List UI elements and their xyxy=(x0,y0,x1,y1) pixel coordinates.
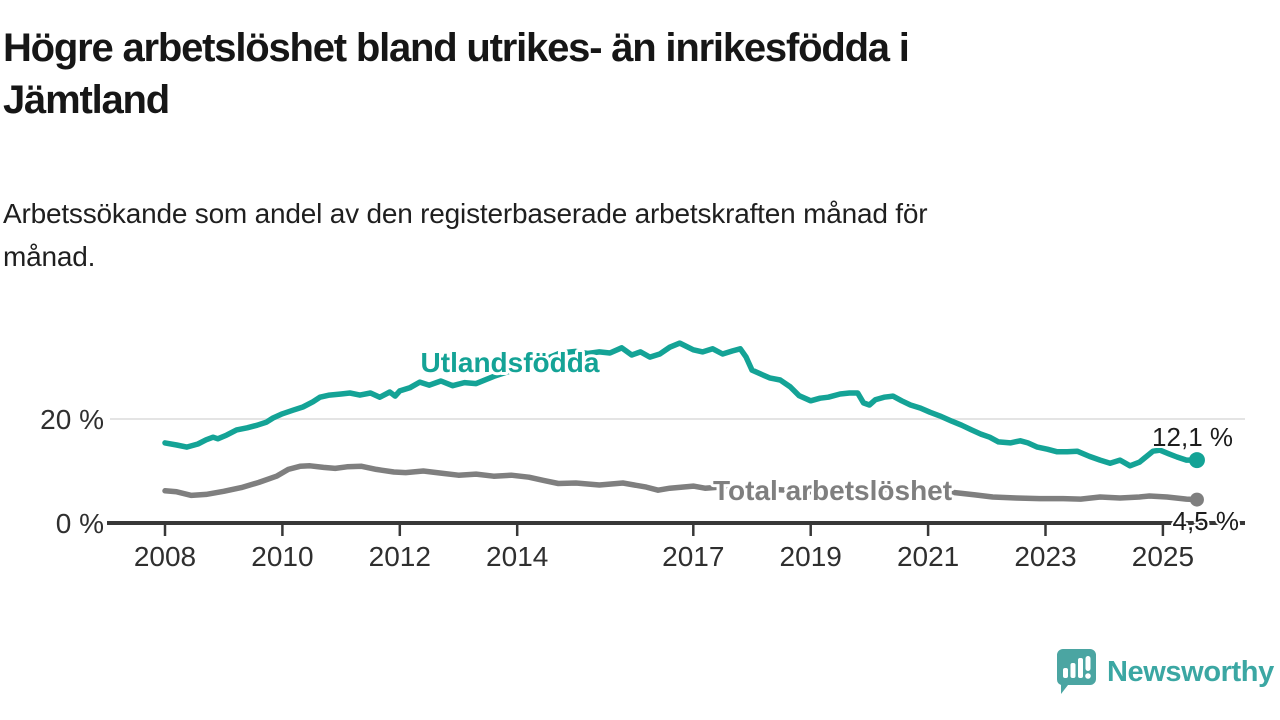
end-value-label-total: 4,5 % xyxy=(1173,506,1240,536)
x-axis: 2008 2010 2012 2014 2017 2019 2021 2023 2025 xyxy=(107,521,1245,572)
y-tick-label: 0 % xyxy=(56,508,104,539)
x-tick-label: 2014 xyxy=(486,541,548,572)
page-title-line-1: Högre arbetslöshet bland utrikes- än inr… xyxy=(3,26,910,70)
line-utlandsfodda xyxy=(162,340,1200,469)
x-tick-label: 2023 xyxy=(1014,541,1076,572)
endpoint-dot-total xyxy=(1189,492,1204,507)
series-label-utlandsfodda: Utlandsfödda xyxy=(421,347,600,378)
x-tick-label: 2012 xyxy=(369,541,431,572)
page-title: Högre arbetslöshet bland utrikes- än inr… xyxy=(3,22,1203,126)
x-tick-label: 2019 xyxy=(780,541,842,572)
chart-subtitle: Arbetssökande som andel av den registerb… xyxy=(3,192,1213,279)
line-total-arbetsloshet xyxy=(162,463,1200,503)
endpoint-dot-utlandsfodda xyxy=(1188,452,1205,469)
chart-subtitle-line-1: Arbetssökande som andel av den registerb… xyxy=(3,198,928,229)
newsworthy-logo-text: Newsworthy xyxy=(1107,655,1274,688)
x-tick-label: 2010 xyxy=(251,541,313,572)
chart-subtitle-line-2: månad. xyxy=(3,241,96,273)
x-tick-label: 2017 xyxy=(662,541,724,572)
y-axis: 0 % 20 % xyxy=(40,404,104,539)
page-title-line-2: Jämtland xyxy=(3,78,170,122)
newsworthy-logo: Newsworthy xyxy=(1055,648,1274,696)
x-tick-label: 2021 xyxy=(897,541,959,572)
y-tick-label: 20 % xyxy=(40,404,104,435)
series-label-total-arbetsloshet: Total arbetslöshet xyxy=(713,475,952,506)
x-tick-label: 2025 xyxy=(1132,541,1194,572)
x-tick-label: 2008 xyxy=(134,541,196,572)
bar-chart-speech-bubble-icon xyxy=(1057,649,1096,694)
end-value-label-utlandsfodda: 12,1 % xyxy=(1152,422,1233,452)
